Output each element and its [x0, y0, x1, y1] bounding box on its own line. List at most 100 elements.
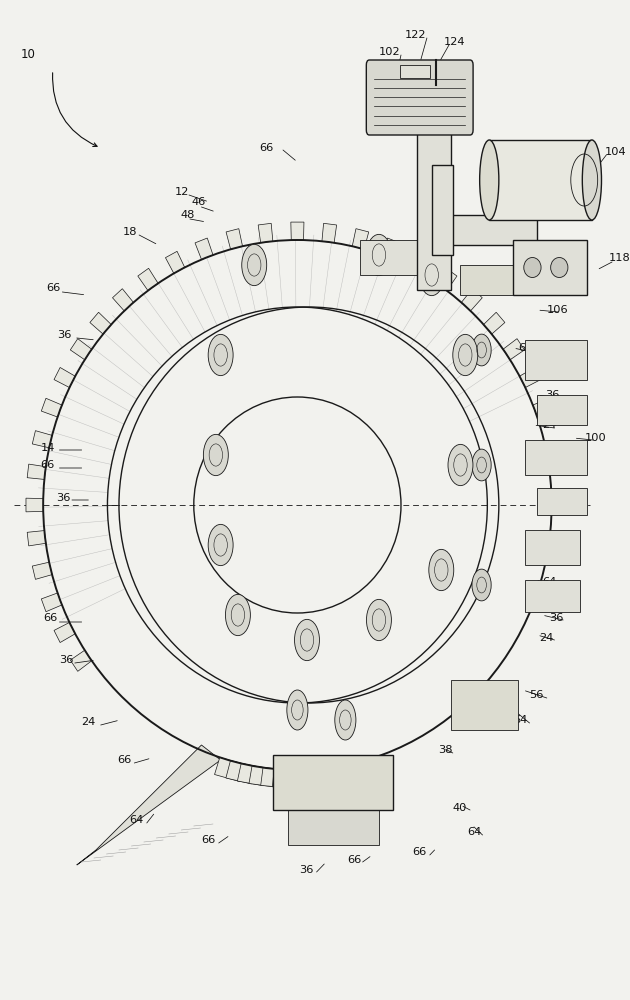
Text: 66: 66: [117, 755, 131, 765]
Bar: [273, 755, 393, 810]
Text: 64: 64: [542, 577, 556, 587]
Text: 24: 24: [539, 633, 553, 643]
Polygon shape: [27, 464, 46, 479]
Circle shape: [294, 619, 319, 661]
Polygon shape: [166, 251, 185, 273]
Text: 102: 102: [379, 47, 401, 57]
Polygon shape: [26, 498, 43, 512]
Text: 66: 66: [259, 143, 273, 153]
Text: 24: 24: [81, 717, 96, 727]
Text: 18: 18: [123, 227, 137, 237]
Circle shape: [367, 234, 391, 276]
Circle shape: [453, 334, 478, 376]
Circle shape: [242, 244, 266, 286]
Polygon shape: [90, 312, 112, 334]
Polygon shape: [42, 398, 62, 417]
Polygon shape: [195, 238, 213, 260]
Bar: [400, 65, 430, 78]
Text: 64: 64: [547, 457, 561, 467]
Text: 104: 104: [604, 147, 626, 157]
Bar: [441, 215, 537, 245]
Polygon shape: [484, 312, 505, 334]
Polygon shape: [322, 223, 336, 243]
Text: 66: 66: [202, 835, 215, 845]
Ellipse shape: [551, 258, 568, 278]
Ellipse shape: [335, 700, 356, 740]
Text: 48: 48: [180, 210, 195, 220]
Polygon shape: [437, 268, 457, 291]
Bar: [537, 395, 587, 425]
Circle shape: [208, 334, 233, 376]
Text: 36: 36: [549, 613, 563, 623]
Bar: [360, 240, 427, 275]
Text: 64: 64: [467, 827, 481, 837]
Bar: [525, 340, 587, 380]
Polygon shape: [410, 251, 429, 273]
Polygon shape: [77, 745, 220, 865]
FancyArrowPatch shape: [52, 73, 97, 146]
Polygon shape: [113, 289, 134, 311]
Text: 36: 36: [57, 330, 72, 340]
Polygon shape: [461, 289, 483, 311]
Polygon shape: [226, 229, 243, 249]
Circle shape: [472, 334, 491, 366]
Text: 36: 36: [299, 865, 314, 875]
Polygon shape: [54, 622, 75, 643]
Text: 14: 14: [40, 443, 55, 453]
Text: 66: 66: [347, 855, 362, 865]
Circle shape: [226, 594, 250, 636]
Polygon shape: [238, 763, 265, 786]
Polygon shape: [138, 268, 158, 291]
Polygon shape: [32, 562, 52, 579]
Polygon shape: [284, 770, 311, 788]
Polygon shape: [296, 769, 323, 788]
Ellipse shape: [287, 690, 308, 730]
Polygon shape: [382, 238, 400, 260]
Circle shape: [472, 449, 491, 481]
Polygon shape: [318, 766, 346, 787]
Polygon shape: [503, 339, 525, 360]
Text: 66: 66: [40, 460, 55, 470]
Polygon shape: [32, 431, 52, 448]
Bar: [525, 530, 580, 565]
FancyBboxPatch shape: [366, 60, 473, 135]
Text: 36: 36: [545, 390, 559, 400]
Polygon shape: [258, 223, 273, 243]
Bar: [461, 265, 523, 295]
Bar: [432, 165, 453, 255]
Text: 24: 24: [542, 420, 556, 430]
Text: 36: 36: [549, 533, 563, 543]
Text: 56: 56: [530, 690, 544, 700]
Bar: [417, 95, 451, 290]
Text: 64: 64: [518, 343, 532, 353]
Polygon shape: [54, 367, 75, 388]
Text: 100: 100: [585, 433, 607, 443]
Ellipse shape: [524, 258, 541, 278]
Circle shape: [208, 524, 233, 566]
Circle shape: [419, 254, 444, 296]
Text: 64: 64: [513, 715, 527, 725]
Text: 36: 36: [59, 655, 74, 665]
Bar: [288, 810, 379, 845]
Polygon shape: [215, 757, 244, 782]
Text: 66: 66: [43, 613, 57, 623]
Bar: [525, 440, 587, 475]
Text: 66: 66: [46, 283, 60, 293]
Polygon shape: [249, 766, 277, 787]
Circle shape: [203, 434, 228, 476]
Text: 10: 10: [21, 48, 36, 62]
Ellipse shape: [479, 140, 499, 220]
Text: 64: 64: [130, 815, 144, 825]
Circle shape: [429, 549, 454, 591]
Text: 124: 124: [444, 37, 466, 47]
Bar: [490, 140, 592, 220]
Polygon shape: [42, 593, 62, 612]
Polygon shape: [340, 761, 369, 784]
Text: 38: 38: [438, 745, 453, 755]
Polygon shape: [272, 769, 299, 788]
Circle shape: [448, 444, 473, 486]
Polygon shape: [71, 650, 92, 671]
Text: 122: 122: [405, 30, 427, 40]
Circle shape: [472, 569, 491, 601]
Bar: [537, 488, 587, 515]
